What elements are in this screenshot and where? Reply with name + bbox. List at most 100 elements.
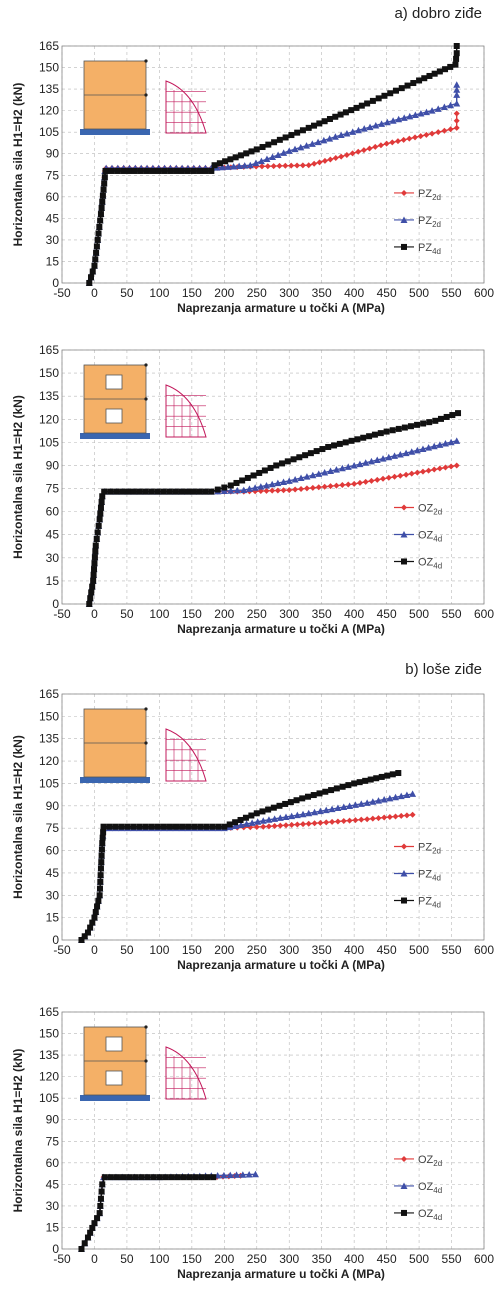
data-point xyxy=(381,92,388,99)
data-point xyxy=(417,110,425,117)
legend-marker xyxy=(401,504,407,511)
y-tick-label: 75 xyxy=(46,482,60,496)
data-point xyxy=(329,818,336,825)
data-point xyxy=(227,156,234,163)
data-point xyxy=(305,124,312,131)
data-point xyxy=(93,249,100,256)
chart-panel-4: -50 0 50 100 150 200 250 300 350 400 450 500 550 6000… xyxy=(11,1005,494,1281)
data-point xyxy=(338,153,345,160)
data-point xyxy=(372,143,379,150)
data-point xyxy=(215,823,222,830)
y-tick-label: 150 xyxy=(39,366,59,380)
data-point xyxy=(351,480,358,487)
data-point xyxy=(453,117,460,124)
x-tick-label: -50 xyxy=(53,943,71,957)
y-tick-label: 0 xyxy=(52,933,59,947)
legend: OZ2d OZ4d OZ4d xyxy=(394,1154,442,1222)
data-point xyxy=(311,160,318,167)
data-point xyxy=(224,163,232,170)
data-point xyxy=(383,118,391,126)
data-point xyxy=(321,468,329,476)
data-point xyxy=(389,139,396,146)
data-point xyxy=(97,211,104,218)
data-point xyxy=(431,70,438,77)
data-point xyxy=(248,148,255,155)
data-point xyxy=(402,449,410,457)
x-tick-label: 600 xyxy=(474,1252,494,1266)
y-tick-label: 135 xyxy=(39,732,59,746)
legend-marker xyxy=(401,1209,407,1216)
legend: PZ2d PZ2d PZ4d xyxy=(394,188,441,256)
data-point xyxy=(447,438,455,446)
data-point xyxy=(160,488,167,495)
data-point xyxy=(316,120,323,127)
x-tick-label: 550 xyxy=(442,286,462,300)
data-point xyxy=(168,1174,175,1181)
data-point xyxy=(97,1202,104,1209)
data-point xyxy=(414,469,421,476)
x-tick-label: 250 xyxy=(247,286,267,300)
x-tick-label: 150 xyxy=(182,943,202,957)
data-point xyxy=(150,1174,157,1181)
data-point xyxy=(107,1174,114,1181)
x-tick-label: 50 xyxy=(120,1252,134,1266)
data-point xyxy=(314,138,322,146)
x-tick-label: 50 xyxy=(120,943,134,957)
data-point xyxy=(250,472,257,479)
data-point xyxy=(102,167,109,174)
series-1 xyxy=(86,110,460,286)
data-point xyxy=(441,440,449,447)
data-point xyxy=(391,473,398,480)
data-point xyxy=(202,167,209,174)
data-point xyxy=(404,82,411,89)
series-line xyxy=(80,814,413,941)
data-point xyxy=(174,1174,181,1181)
x-tick-label: 100 xyxy=(149,943,169,957)
data-point xyxy=(305,162,312,169)
x-tick-label: 50 xyxy=(120,607,134,621)
data-point xyxy=(432,417,439,424)
data-point xyxy=(322,806,330,814)
data-point xyxy=(345,782,352,789)
data-point xyxy=(453,50,460,57)
y-tick-label: 30 xyxy=(46,1199,60,1213)
section-title-a: a) dobro ziđe xyxy=(394,5,482,22)
data-point xyxy=(337,111,344,118)
data-point xyxy=(356,479,363,486)
data-point xyxy=(148,488,155,495)
data-point xyxy=(351,780,358,787)
data-point xyxy=(274,479,282,487)
data-point xyxy=(319,446,326,453)
y-tick-label: 135 xyxy=(39,389,59,403)
data-point xyxy=(384,772,391,779)
x-tick-label: 250 xyxy=(247,607,267,621)
x-tick-label: 150 xyxy=(182,607,202,621)
data-point xyxy=(218,163,226,171)
y-tick-label: 150 xyxy=(39,709,59,723)
data-point xyxy=(94,236,101,243)
data-point xyxy=(98,204,105,211)
x-tick-label: 400 xyxy=(344,1252,364,1266)
data-point xyxy=(271,822,278,829)
data-point xyxy=(354,126,362,134)
data-point xyxy=(436,68,443,75)
data-point xyxy=(131,167,138,174)
data-point xyxy=(91,554,98,561)
data-point xyxy=(333,482,340,489)
y-tick-label: 15 xyxy=(46,911,60,925)
data-point xyxy=(220,487,228,495)
data-point xyxy=(190,488,197,495)
data-point xyxy=(280,149,288,156)
data-point xyxy=(327,467,335,475)
legend-entry: PZ2d xyxy=(418,215,441,229)
data-point xyxy=(308,140,316,147)
y-tick-label: 135 xyxy=(39,82,59,96)
data-point xyxy=(210,1174,217,1181)
y-tick-label: 75 xyxy=(46,821,60,835)
stress-diagram-outline xyxy=(165,728,207,782)
inset-stress-diagram xyxy=(165,1046,207,1100)
data-point xyxy=(226,1171,234,1179)
x-tick-label: -50 xyxy=(53,1252,71,1266)
data-point xyxy=(91,914,98,921)
data-point xyxy=(268,480,276,488)
